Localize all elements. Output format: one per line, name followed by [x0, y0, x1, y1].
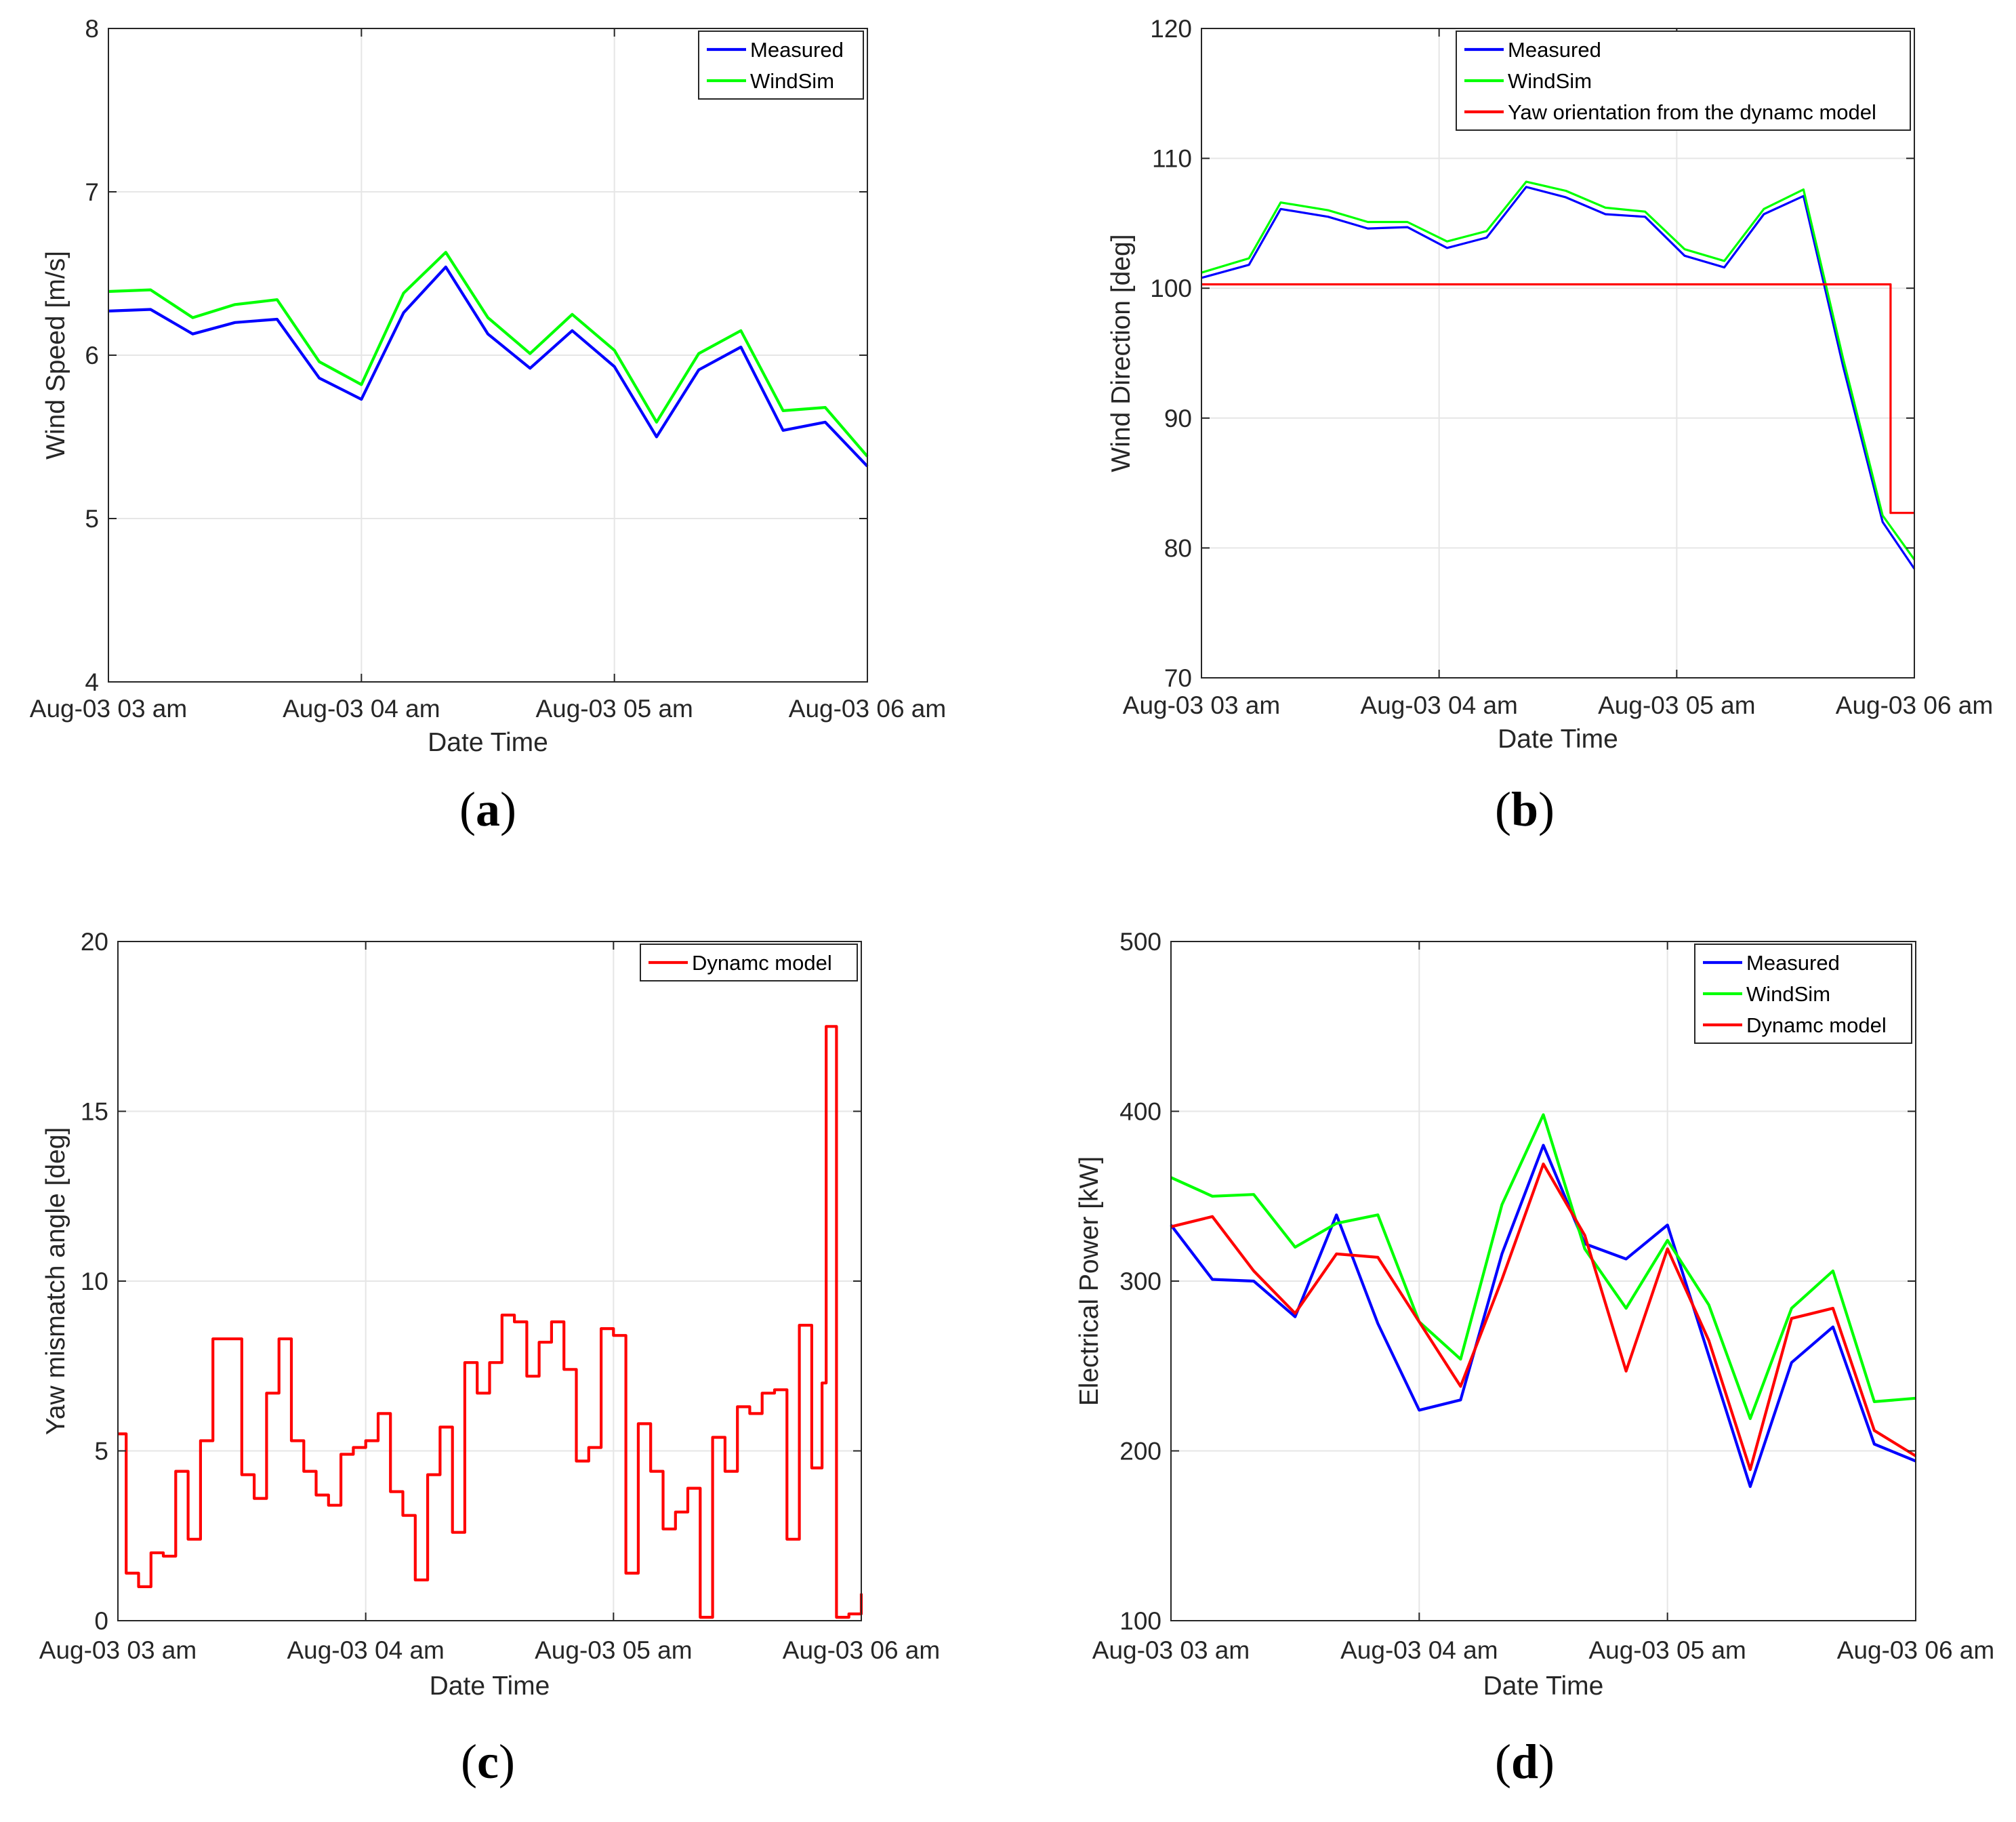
- series-line-measured: [1170, 1143, 1916, 1489]
- y-tick-label: 80: [1164, 534, 1192, 562]
- panel-label: (c): [461, 1735, 515, 1789]
- y-tick-label: 5: [85, 505, 99, 533]
- x-tick-label: Aug-03 05 am: [535, 1636, 692, 1664]
- legend-box: [698, 31, 864, 100]
- legend-entry: Yaw orientation from the dynamc model: [1508, 100, 1876, 124]
- y-tick-label: 100: [1150, 275, 1192, 302]
- y-tick-label: 10: [81, 1268, 108, 1295]
- legend-entry: Dynamc model: [692, 951, 832, 975]
- y-tick-label: 90: [1164, 405, 1192, 432]
- y-tick-label: 8: [85, 15, 99, 43]
- legend-entry: Measured: [1508, 38, 1601, 62]
- y-tick-label: 110: [1152, 145, 1192, 173]
- legend-entry: WindSim: [750, 69, 834, 93]
- x-tick-label: Aug-03 04 am: [1340, 1636, 1498, 1664]
- y-tick-label: 7: [85, 178, 99, 206]
- axis-frame: [1201, 28, 1915, 679]
- y-axis-label: Wind Direction [deg]: [1107, 234, 1136, 472]
- x-axis-label: Date Time: [1483, 1672, 1604, 1701]
- x-tick-label: Aug-03 04 am: [283, 695, 440, 723]
- series-line-measured: [1201, 186, 1916, 569]
- panel-label: (b): [1495, 782, 1555, 836]
- x-tick-label: Aug-03 05 am: [535, 695, 693, 723]
- legend-box: [1456, 31, 1911, 131]
- x-tick-label: Aug-03 06 am: [1836, 691, 1993, 719]
- chart-panel-b: Aug-03 03 am Aug-03 04 am Aug-03 05 am Aug-…: [1107, 15, 1993, 836]
- plot-area: [1201, 28, 1914, 678]
- x-tick-label: Aug-03 04 am: [1360, 691, 1517, 719]
- y-tick-label: 5: [94, 1438, 108, 1465]
- y-tick-label: 500: [1119, 928, 1161, 956]
- x-tick-label: Aug-03 03 am: [30, 695, 187, 723]
- x-tick-label: Aug-03 04 am: [287, 1636, 444, 1664]
- y-axis-label: Electrical Power [kW]: [1075, 1156, 1104, 1406]
- panel-label: (d): [1495, 1735, 1555, 1789]
- chart-panel-c: Aug-03 03 am Aug-03 04 am Aug-03 05 am Aug-…: [39, 928, 940, 1789]
- x-tick-label: Aug-03 05 am: [1598, 691, 1755, 719]
- x-tick-label: Aug-03 05 am: [1588, 1636, 1746, 1664]
- legend-entry: Measured: [750, 38, 844, 62]
- y-tick-label: 6: [85, 342, 99, 369]
- x-axis-label: Date Time: [1498, 725, 1618, 754]
- x-tick-label: Aug-03 06 am: [1837, 1636, 1994, 1664]
- y-tick-label: 300: [1119, 1268, 1161, 1295]
- series-line-dynamc-model: [1170, 1162, 1917, 1472]
- x-tick-label: Aug-03 03 am: [39, 1636, 197, 1664]
- y-tick-label: 15: [81, 1098, 108, 1126]
- series-line-windsim: [1201, 180, 1916, 561]
- y-tick-label: 400: [1119, 1098, 1161, 1126]
- series-line-dynamc-model: [118, 1025, 863, 1619]
- y-tick-label: 0: [94, 1607, 108, 1635]
- series-line-windsim: [1170, 1113, 1916, 1420]
- chart-panel-a: Aug-03 03 am Aug-03 04 am Aug-03 05 am Aug-…: [30, 15, 946, 836]
- y-tick-label: 4: [85, 668, 99, 696]
- chart-panel-d: Aug-03 03 am Aug-03 04 am Aug-03 05 am Aug-…: [1075, 928, 1994, 1789]
- x-tick-label: Aug-03 03 am: [1123, 691, 1280, 719]
- legend-entry: Dynamc model: [1746, 1013, 1887, 1037]
- y-axis-label: Yaw mismatch angle [deg]: [41, 1127, 70, 1436]
- series-line-yaw-orientation-from-the-dynamc-model: [1201, 283, 1914, 514]
- series-line-windsim: [108, 251, 869, 458]
- y-tick-label: 100: [1119, 1607, 1161, 1635]
- y-tick-label: 70: [1164, 664, 1192, 692]
- y-tick-label: 200: [1119, 1438, 1161, 1465]
- legend-entry: WindSim: [1746, 982, 1830, 1006]
- x-tick-label: Aug-03 06 am: [783, 1636, 940, 1664]
- legend-entry: Measured: [1746, 951, 1840, 975]
- legend-entry: WindSim: [1508, 69, 1592, 93]
- y-tick-label: 120: [1150, 15, 1192, 43]
- x-axis-label: Date Time: [428, 728, 548, 757]
- series-line-measured: [108, 265, 869, 468]
- x-tick-label: Aug-03 03 am: [1092, 1636, 1250, 1664]
- panel-label: (a): [459, 782, 516, 836]
- y-tick-label: 20: [81, 928, 108, 956]
- y-axis-label: Wind Speed [m/s]: [41, 251, 70, 460]
- x-axis-label: Date Time: [430, 1672, 550, 1701]
- x-tick-label: Aug-03 06 am: [789, 695, 946, 723]
